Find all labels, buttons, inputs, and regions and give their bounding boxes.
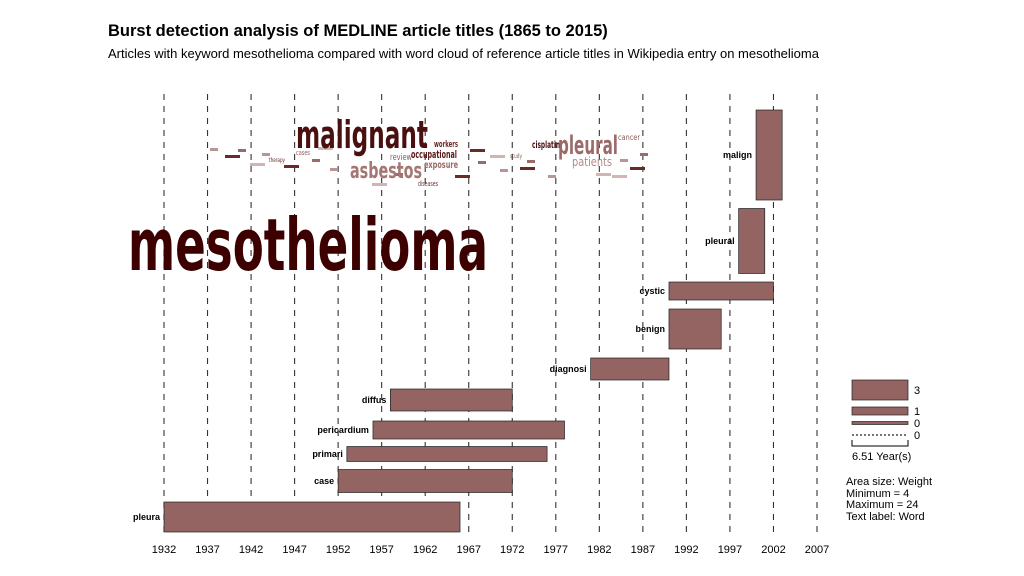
cloud-filler-word	[225, 155, 240, 158]
legend-scale-label: 6.51 Year(s)	[852, 451, 911, 463]
x-tick-label: 1977	[544, 544, 568, 556]
burst-label-diffus: diffus	[362, 395, 387, 405]
cloud-filler-word	[312, 159, 320, 162]
legend-swatch	[851, 421, 909, 425]
x-tick-label: 1952	[326, 544, 350, 556]
burst-bar-pericardium	[372, 420, 565, 440]
cloud-filler-word	[284, 165, 299, 168]
x-tick-label: 1972	[500, 544, 524, 556]
cloud-filler-word	[527, 160, 535, 163]
legend-label: 0	[914, 430, 920, 442]
cloud-filler-word	[395, 173, 403, 176]
x-tick-label: 1997	[718, 544, 742, 556]
x-tick-label: 1967	[456, 544, 480, 556]
cloud-filler-word	[612, 175, 627, 178]
cloud-word-exposure: exposure	[424, 160, 458, 171]
legend-label: 3	[914, 385, 920, 397]
cloud-word-cisplatin: cisplatin	[532, 140, 560, 151]
burst-label-pleural: pleural	[705, 236, 735, 246]
cloud-word-malignant: malignant	[296, 113, 428, 157]
x-tick-label: 2002	[761, 544, 785, 556]
cloud-small-words	[210, 147, 648, 186]
legend-note-label: Text label: Word	[846, 510, 925, 523]
burst-bar-malign	[755, 109, 783, 201]
burst-bar-pleura	[163, 501, 461, 533]
cloud-filler-word	[250, 163, 265, 166]
burst-label-pleura: pleura	[133, 512, 161, 522]
x-tick-label: 1962	[413, 544, 437, 556]
legend-note-area: Area size: Weight	[846, 476, 933, 488]
burst-label-malign: malign	[723, 150, 752, 160]
x-tick-label: 1932	[152, 544, 176, 556]
legend-label: 1	[914, 406, 920, 418]
cloud-filler-word	[238, 149, 246, 152]
cloud-word-cancer: cancer	[618, 133, 641, 142]
cloud-word-asbestos: asbestos	[350, 159, 422, 184]
cloud-filler-word	[210, 148, 218, 151]
cloud-word-diseases: diseases	[418, 180, 438, 188]
burst-bar-primari	[346, 446, 548, 462]
x-axis-ticks: 1932 1937 1942 1947 1952 1957 1962 1967 1972 1977…	[152, 544, 829, 556]
cloud-filler-word	[500, 169, 508, 172]
x-tick-label: 1992	[674, 544, 698, 556]
burst-bar-case	[337, 469, 513, 493]
cloud-word-workers: workers	[434, 140, 458, 150]
x-tick-label: 2007	[805, 544, 829, 556]
cloud-word-cases: cases	[296, 149, 310, 157]
cloud-filler-word	[640, 153, 648, 156]
x-tick-label: 1987	[631, 544, 655, 556]
burst-label-benign: benign	[635, 324, 665, 334]
cloud-word-review: review	[390, 153, 412, 163]
cloud-filler-word	[372, 183, 387, 186]
chart-subtitle: Articles with keyword mesothelioma compa…	[108, 46, 819, 61]
cloud-word-mesothelioma: mesothelioma	[128, 203, 488, 287]
burst-label-pericardium: pericardium	[317, 425, 369, 435]
cloud-filler-word	[630, 167, 645, 170]
x-tick-label: 1947	[282, 544, 306, 556]
cloud-filler-word	[262, 153, 270, 156]
cloud-word-study: study	[510, 153, 522, 160]
word-cloud: malignant asbestos occupational review e…	[128, 113, 648, 287]
x-tick-label: 1982	[587, 544, 611, 556]
cloud-filler-word	[478, 161, 486, 164]
burst-label-case: case	[314, 476, 334, 486]
burst-bars	[163, 109, 783, 533]
legend-note-min: Minimum = 4	[846, 487, 910, 500]
cloud-filler-word	[318, 147, 333, 150]
x-tick-label: 1957	[369, 544, 393, 556]
cloud-filler-word	[455, 175, 470, 178]
chart-title: Burst detection analysis of MEDLINE arti…	[108, 22, 608, 40]
cloud-filler-word	[596, 173, 611, 176]
burst-label-cystic: cystic	[639, 286, 665, 296]
x-tick-label: 1937	[195, 544, 219, 556]
cloud-filler-word	[548, 175, 556, 178]
cloud-filler-word	[330, 168, 338, 171]
legend-scale-bracket	[851, 440, 909, 447]
cloud-filler-word	[470, 149, 485, 152]
legend-swatch	[851, 379, 909, 401]
cloud-filler-word	[490, 155, 505, 158]
burst-bar-diagnosi	[590, 357, 670, 381]
x-tick-label: 1942	[239, 544, 263, 556]
burst-labels: pleura case primari pericardium diffus diagno…	[133, 150, 752, 522]
burst-bar-cystic	[668, 281, 774, 301]
legend-label: 0	[914, 418, 920, 430]
legend-note-max: Maximum = 24	[846, 499, 919, 511]
legend-notes: Area size: Weight Minimum = 4 Maximum = …	[846, 476, 933, 523]
cloud-word-occupational: occupational	[411, 148, 457, 161]
cloud-word-patients: patients	[572, 155, 612, 169]
burst-bar-benign	[668, 308, 722, 350]
burst-bar-diffus	[390, 388, 513, 412]
legend-swatch	[851, 406, 909, 416]
burst-label-diagnosi: diagnosi	[550, 364, 587, 374]
burst-bar-pleural	[738, 208, 766, 274]
cloud-word-pleural: pleural	[558, 131, 618, 161]
cloud-filler-word	[520, 167, 535, 170]
cloud-word-therapy: therapy	[269, 157, 285, 164]
burst-label-primari: primari	[312, 449, 343, 459]
cloud-filler-word	[620, 159, 628, 162]
